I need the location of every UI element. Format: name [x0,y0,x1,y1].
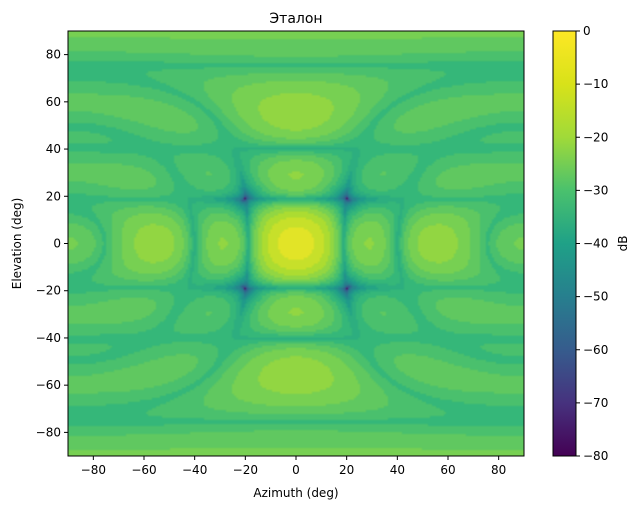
x-tick-label: −60 [131,463,156,477]
x-tick-label: 80 [491,463,506,477]
colorbar-tick-label: −40 [583,237,608,251]
heatmap-image [68,31,524,456]
colorbar: 0 −10 −20 −30 −40 −50 −60 −70 −80 dB [552,24,630,463]
x-tick-label: 60 [440,463,455,477]
colorbar-ticks: 0 −10 −20 −30 −40 −50 −60 −70 −80 [576,24,608,463]
chart-title: Эталон [269,11,322,27]
colorbar-tick-label: −50 [583,290,608,304]
colorbar-tick-label: −20 [583,130,608,144]
x-tick-label: −80 [81,463,106,477]
y-tick-label: −60 [36,378,61,392]
x-axis-label: Azimuth (deg) [253,486,338,500]
y-tick-label: 20 [46,189,61,203]
x-tick-label: 0 [292,463,300,477]
y-tick-label: 80 [46,48,61,62]
y-tick-label: −20 [36,284,61,298]
y-tick-label: 40 [46,142,61,156]
x-tick-label: 40 [390,463,405,477]
colorbar-tick-label: −80 [583,449,608,463]
x-tick-label: −40 [182,463,207,477]
plot-area [67,30,525,457]
x-tick-label: −20 [233,463,258,477]
colorbar-tick-label: −10 [583,77,608,91]
x-axis: −80 −60 −40 −20 0 20 40 60 80 [81,456,506,477]
y-tick-label: 0 [53,237,61,251]
y-axis: −80 −60 −40 −20 0 20 40 60 80 [36,48,68,439]
colorbar-gradient [552,30,577,457]
y-tick-label: 60 [46,95,61,109]
colorbar-label: dB [616,236,630,252]
y-tick-label: −80 [36,425,61,439]
x-tick-label: 20 [339,463,354,477]
y-axis-label: Elevation (deg) [10,198,24,290]
colorbar-tick-label: −70 [583,396,608,410]
colorbar-tick-label: 0 [583,24,591,38]
colorbar-tick-label: −30 [583,183,608,197]
colorbar-tick-label: −60 [583,343,608,357]
y-tick-label: −40 [36,331,61,345]
